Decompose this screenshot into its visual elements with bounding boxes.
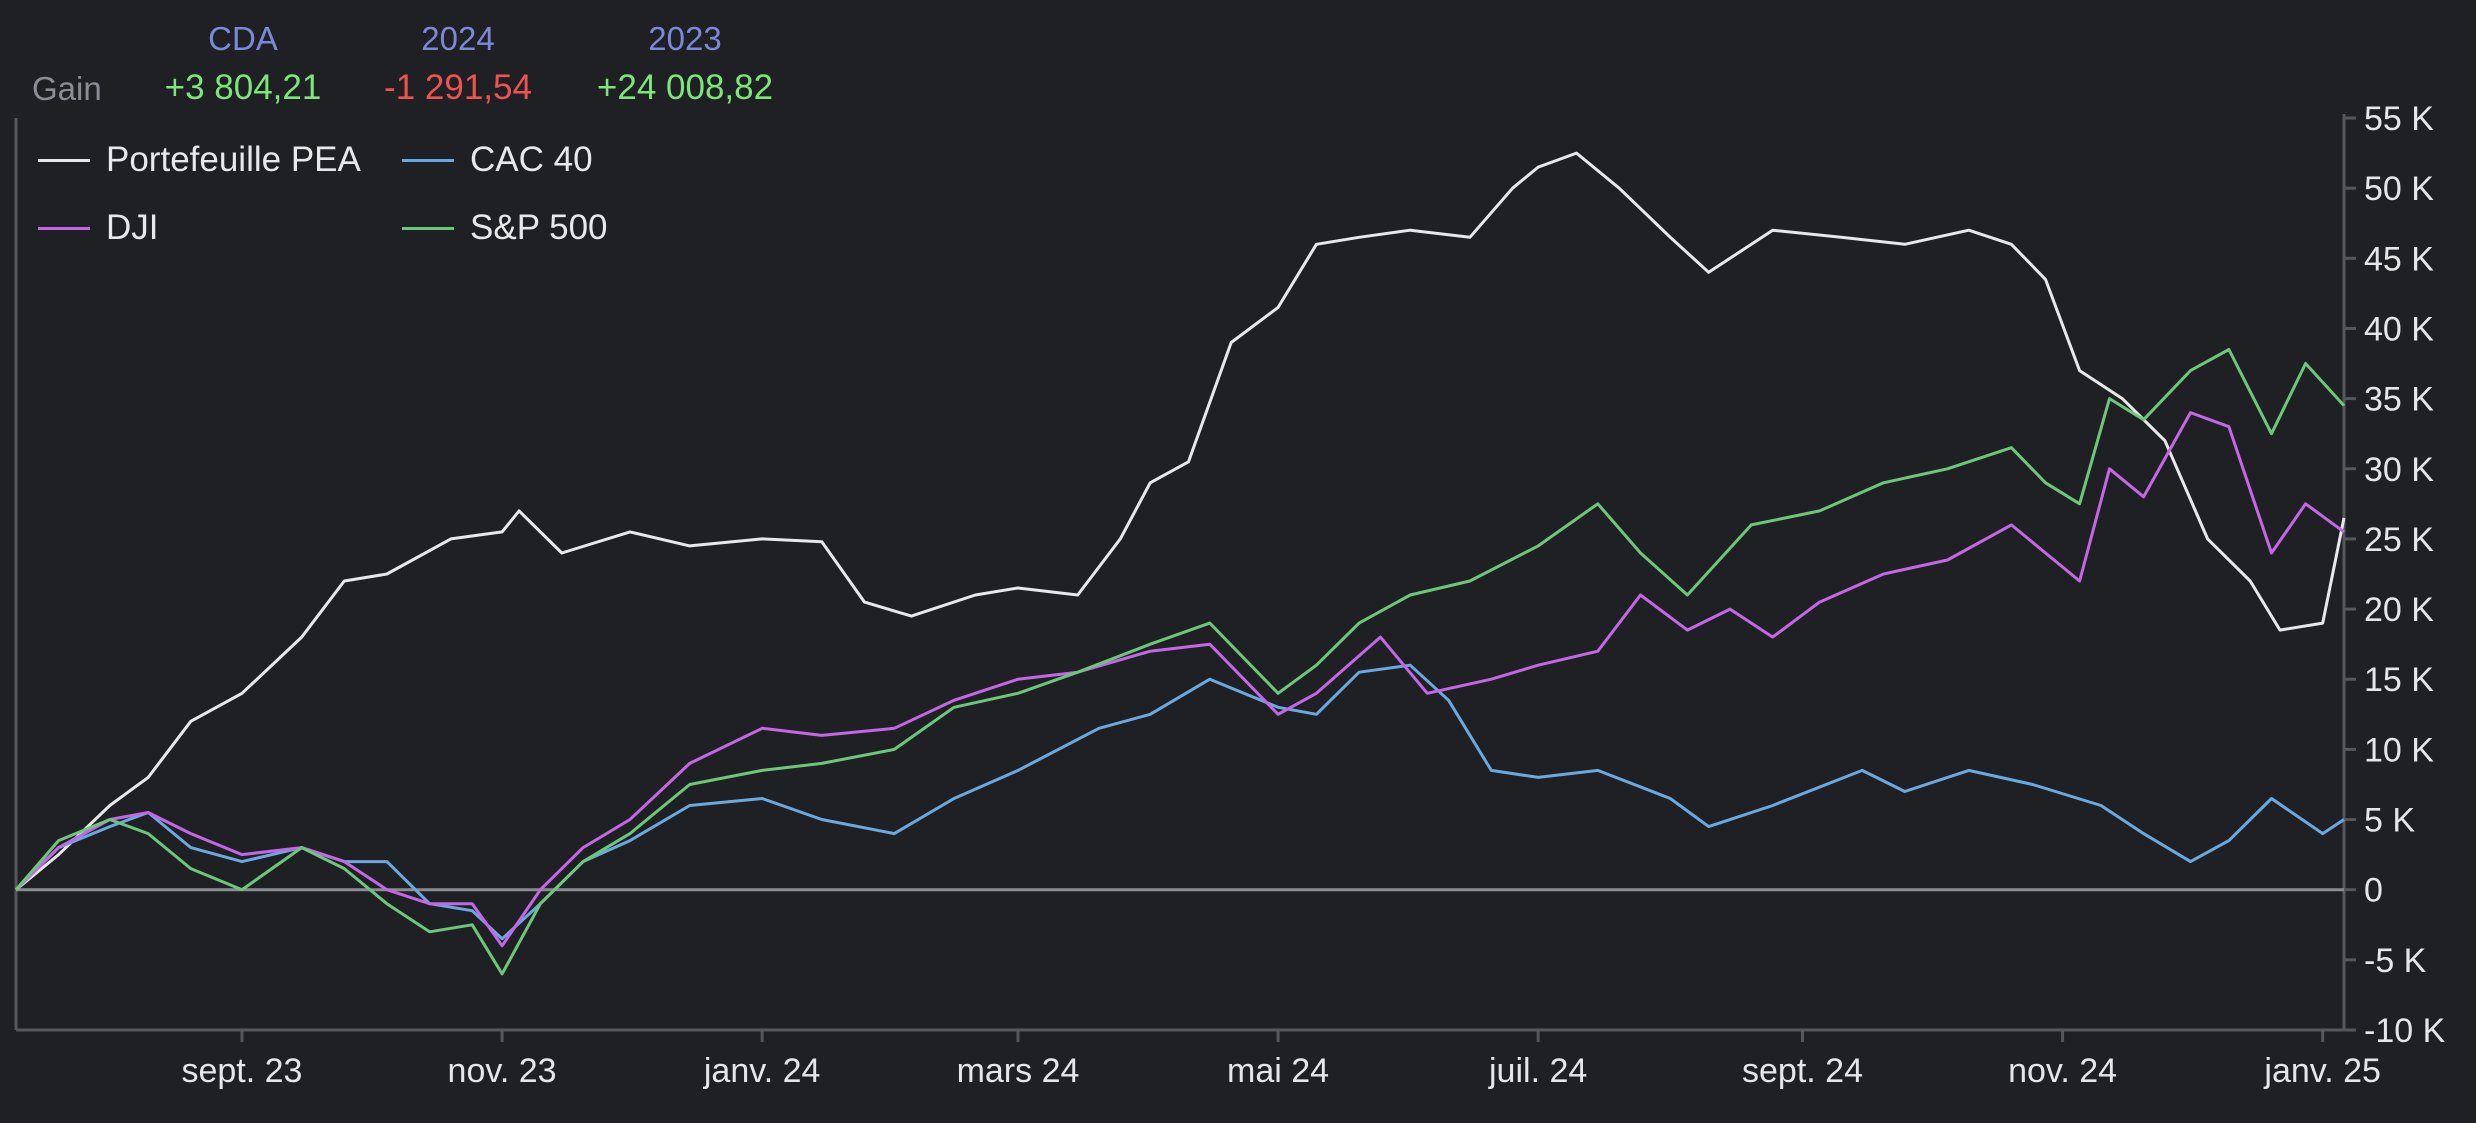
- gain-value: -1 291,54: [384, 68, 532, 107]
- series-line-s-p-500: [14, 348, 2346, 976]
- legend-label: DJI: [106, 208, 159, 247]
- legend-swatch: [38, 226, 90, 230]
- gain-column-cda: CDA +3 804,21: [133, 20, 353, 108]
- y-tick-label: 45 K: [2364, 240, 2434, 278]
- legend-swatch: [402, 226, 454, 230]
- gain-column-header: 2024: [421, 20, 495, 57]
- gain-column-header: CDA: [208, 20, 278, 57]
- legend-item-portefeuille[interactable]: Portefeuille PEA: [38, 140, 361, 180]
- y-tick-label: 0: [2364, 872, 2383, 910]
- y-tick-label: 10 K: [2364, 731, 2434, 769]
- gain-column-2023: 2023 +24 008,82: [575, 20, 795, 108]
- series-line-cac-40: [14, 663, 2345, 941]
- chart-legend: Portefeuille PEA CAC 40 DJI S&P 500: [38, 140, 658, 270]
- series-line-portefeuille-pea: [15, 151, 2346, 891]
- legend-item-sp500[interactable]: S&P 500: [402, 208, 608, 248]
- legend-label: Portefeuille PEA: [106, 140, 361, 179]
- gain-column-header: 2023: [648, 20, 722, 57]
- gain-row-label: Gain: [32, 70, 102, 107]
- y-tick-label: 40 K: [2364, 310, 2434, 348]
- series-line-dji: [14, 411, 2345, 948]
- gain-summary: Gain CDA +3 804,21 2024 -1 291,54 2023 +…: [0, 0, 820, 120]
- gain-value: +24 008,82: [596, 68, 774, 107]
- x-tick-label: mars 24: [957, 1052, 1080, 1090]
- legend-item-cac40[interactable]: CAC 40: [402, 140, 593, 180]
- legend-swatch: [38, 158, 90, 162]
- legend-item-dji[interactable]: DJI: [38, 208, 159, 248]
- x-tick-label: juil. 24: [1488, 1052, 1587, 1090]
- y-tick-label: -10 K: [2364, 1012, 2446, 1050]
- y-tick-label: 30 K: [2364, 451, 2434, 489]
- y-tick-label: 50 K: [2364, 170, 2434, 208]
- legend-swatch: [402, 158, 454, 162]
- gain-column-2024: 2024 -1 291,54: [348, 20, 568, 108]
- y-tick-label: 35 K: [2364, 381, 2434, 419]
- x-tick-label: sept. 23: [181, 1052, 302, 1090]
- y-tick-label: 20 K: [2364, 591, 2434, 629]
- x-tick-label: janv. 24: [703, 1052, 821, 1090]
- legend-label: CAC 40: [470, 140, 593, 179]
- x-tick-label: nov. 23: [448, 1052, 557, 1090]
- y-tick-label: 25 K: [2364, 521, 2434, 559]
- y-tick-label: 5 K: [2364, 802, 2415, 840]
- x-tick-label: janv. 25: [2263, 1052, 2381, 1090]
- y-tick-label: 55 K: [2364, 100, 2434, 138]
- y-tick-label: 15 K: [2364, 661, 2434, 699]
- x-tick-label: sept. 24: [1742, 1052, 1863, 1090]
- y-tick-label: -5 K: [2364, 942, 2427, 980]
- x-tick-label: mai 24: [1227, 1052, 1329, 1090]
- x-tick-label: nov. 24: [2008, 1052, 2117, 1090]
- gain-value: +3 804,21: [164, 68, 322, 107]
- legend-label: S&P 500: [470, 208, 608, 247]
